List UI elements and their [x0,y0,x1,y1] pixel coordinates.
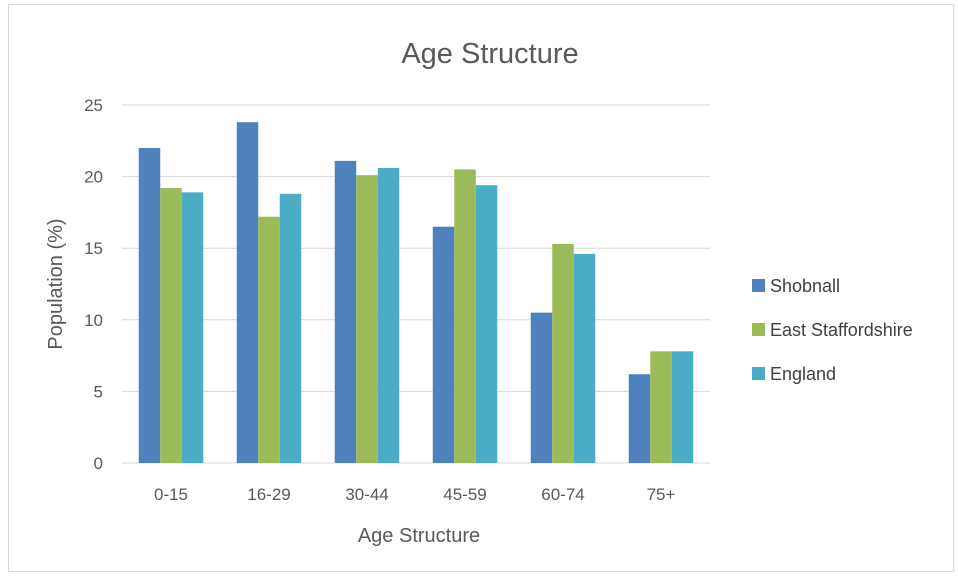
bar-east-staffordshire-60-74 [552,243,574,463]
chart-title: Age Structure [401,38,578,70]
bar-east-staffordshire-30-44 [356,175,378,463]
legend-swatch [752,367,765,380]
x-tick-label: 30-44 [345,485,388,504]
bar-england-0-15 [181,192,204,464]
bar-shobnall-45-59 [432,226,455,463]
x-tick-label: 45-59 [443,485,486,504]
bars [138,122,694,464]
y-tick-label: 15 [84,239,103,258]
legend-label: Shobnall [770,276,840,296]
bar-england-45-59 [475,185,498,463]
x-tick-label: 0-15 [154,485,188,504]
legend-swatch [752,279,765,292]
bar-shobnall-16-29 [236,122,259,464]
bar-east-staffordshire-75+ [650,351,672,463]
bar-england-16-29 [279,193,302,463]
bar-england-75+ [671,351,694,463]
bar-england-30-44 [377,168,400,463]
x-tick-label: 16-29 [247,485,290,504]
y-tick-label: 0 [94,454,103,473]
legend: Shobnall East Staffordshire England [752,276,913,384]
gridlines [122,104,710,464]
y-tick-label: 5 [94,382,103,401]
bar-east-staffordshire-0-15 [160,188,182,463]
bar-shobnall-30-44 [334,160,357,463]
x-tick-label: 75+ [647,485,676,504]
x-tick-label: 60-74 [541,485,584,504]
y-tick-label: 20 [84,168,103,187]
bar-shobnall-60-74 [530,312,553,463]
y-axis-ticks: 0 5 10 15 20 25 [84,96,103,473]
x-axis-title: Age Structure [358,525,480,547]
y-tick-label: 25 [84,96,103,115]
bar-shobnall-75+ [628,374,651,463]
bar-shobnall-0-15 [138,147,161,463]
legend-swatch [752,323,765,336]
legend-label: England [770,364,836,384]
y-axis-title: Population (%) [45,218,67,349]
chart-border [8,4,954,572]
y-tick-label: 10 [84,311,103,330]
bar-england-60-74 [573,253,596,463]
bar-east-staffordshire-16-29 [258,216,280,463]
x-axis-ticks: 0-15 16-29 30-44 45-59 60-74 75+ [154,485,676,504]
legend-label: East Staffordshire [770,320,913,340]
bar-east-staffordshire-45-59 [454,169,476,463]
